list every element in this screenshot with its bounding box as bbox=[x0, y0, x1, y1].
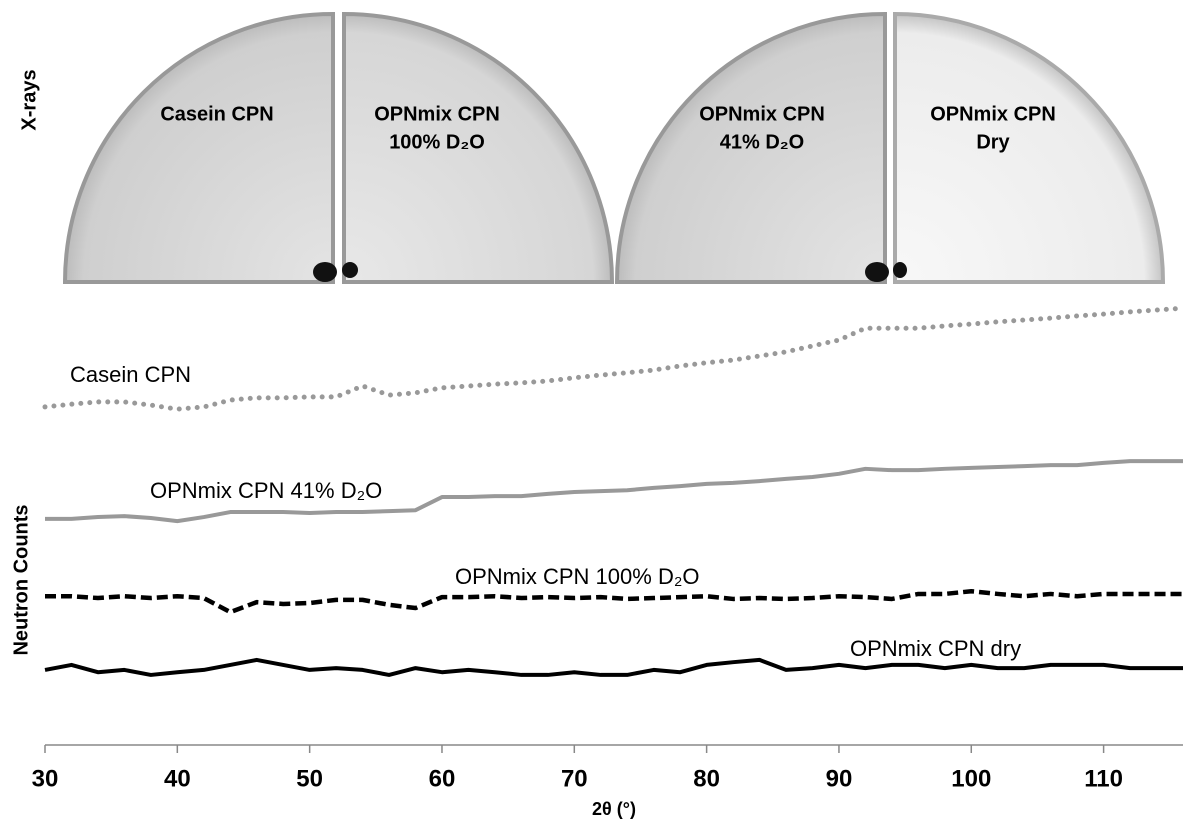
series-label: Casein CPN bbox=[70, 362, 191, 387]
series-label: OPNmix CPN dry bbox=[850, 636, 1021, 661]
series-label: OPNmix CPN 41% D₂O bbox=[150, 478, 382, 503]
panel-label: OPNmix CPN bbox=[930, 103, 1056, 125]
series-line bbox=[45, 588, 1183, 615]
panel-label: OPNmix CPN bbox=[374, 103, 500, 125]
y-axis-label: Neutron Counts bbox=[10, 504, 32, 655]
x-tick-label: 60 bbox=[429, 765, 456, 792]
series-line bbox=[44, 657, 1183, 677]
beam-stop bbox=[893, 262, 907, 278]
series-line bbox=[42, 305, 1186, 412]
x-tick-label: 80 bbox=[693, 765, 720, 792]
xray-image bbox=[342, 11, 615, 284]
panel-label: 41% D₂O bbox=[720, 131, 804, 153]
xray-image bbox=[62, 11, 335, 284]
x-tick-label: 100 bbox=[951, 765, 991, 792]
x-tick-label: 110 bbox=[1084, 765, 1123, 792]
x-tick-label: 90 bbox=[826, 765, 853, 792]
panel-label: Dry bbox=[976, 131, 1010, 153]
x-tick-label: 70 bbox=[561, 765, 588, 792]
beam-stop bbox=[313, 262, 337, 282]
xray-images bbox=[62, 11, 1166, 284]
xray-image bbox=[893, 11, 1166, 284]
panel-label: Casein CPN bbox=[160, 103, 273, 125]
x-tick-label: 40 bbox=[164, 765, 191, 792]
beam-stop bbox=[342, 262, 358, 278]
panel-label: OPNmix CPN bbox=[699, 103, 825, 125]
panel-label: 100% D₂O bbox=[389, 131, 485, 153]
xray-image bbox=[614, 11, 887, 284]
series-label: OPNmix CPN 100% D₂O bbox=[455, 564, 699, 589]
series-line bbox=[45, 459, 1183, 524]
xray-label: X-rays bbox=[18, 69, 40, 130]
beam-stop bbox=[865, 262, 889, 282]
x-tick-label: 30 bbox=[32, 765, 59, 792]
x-axis-label: 2θ (°) bbox=[592, 799, 636, 819]
x-tick-label: 50 bbox=[296, 765, 323, 792]
